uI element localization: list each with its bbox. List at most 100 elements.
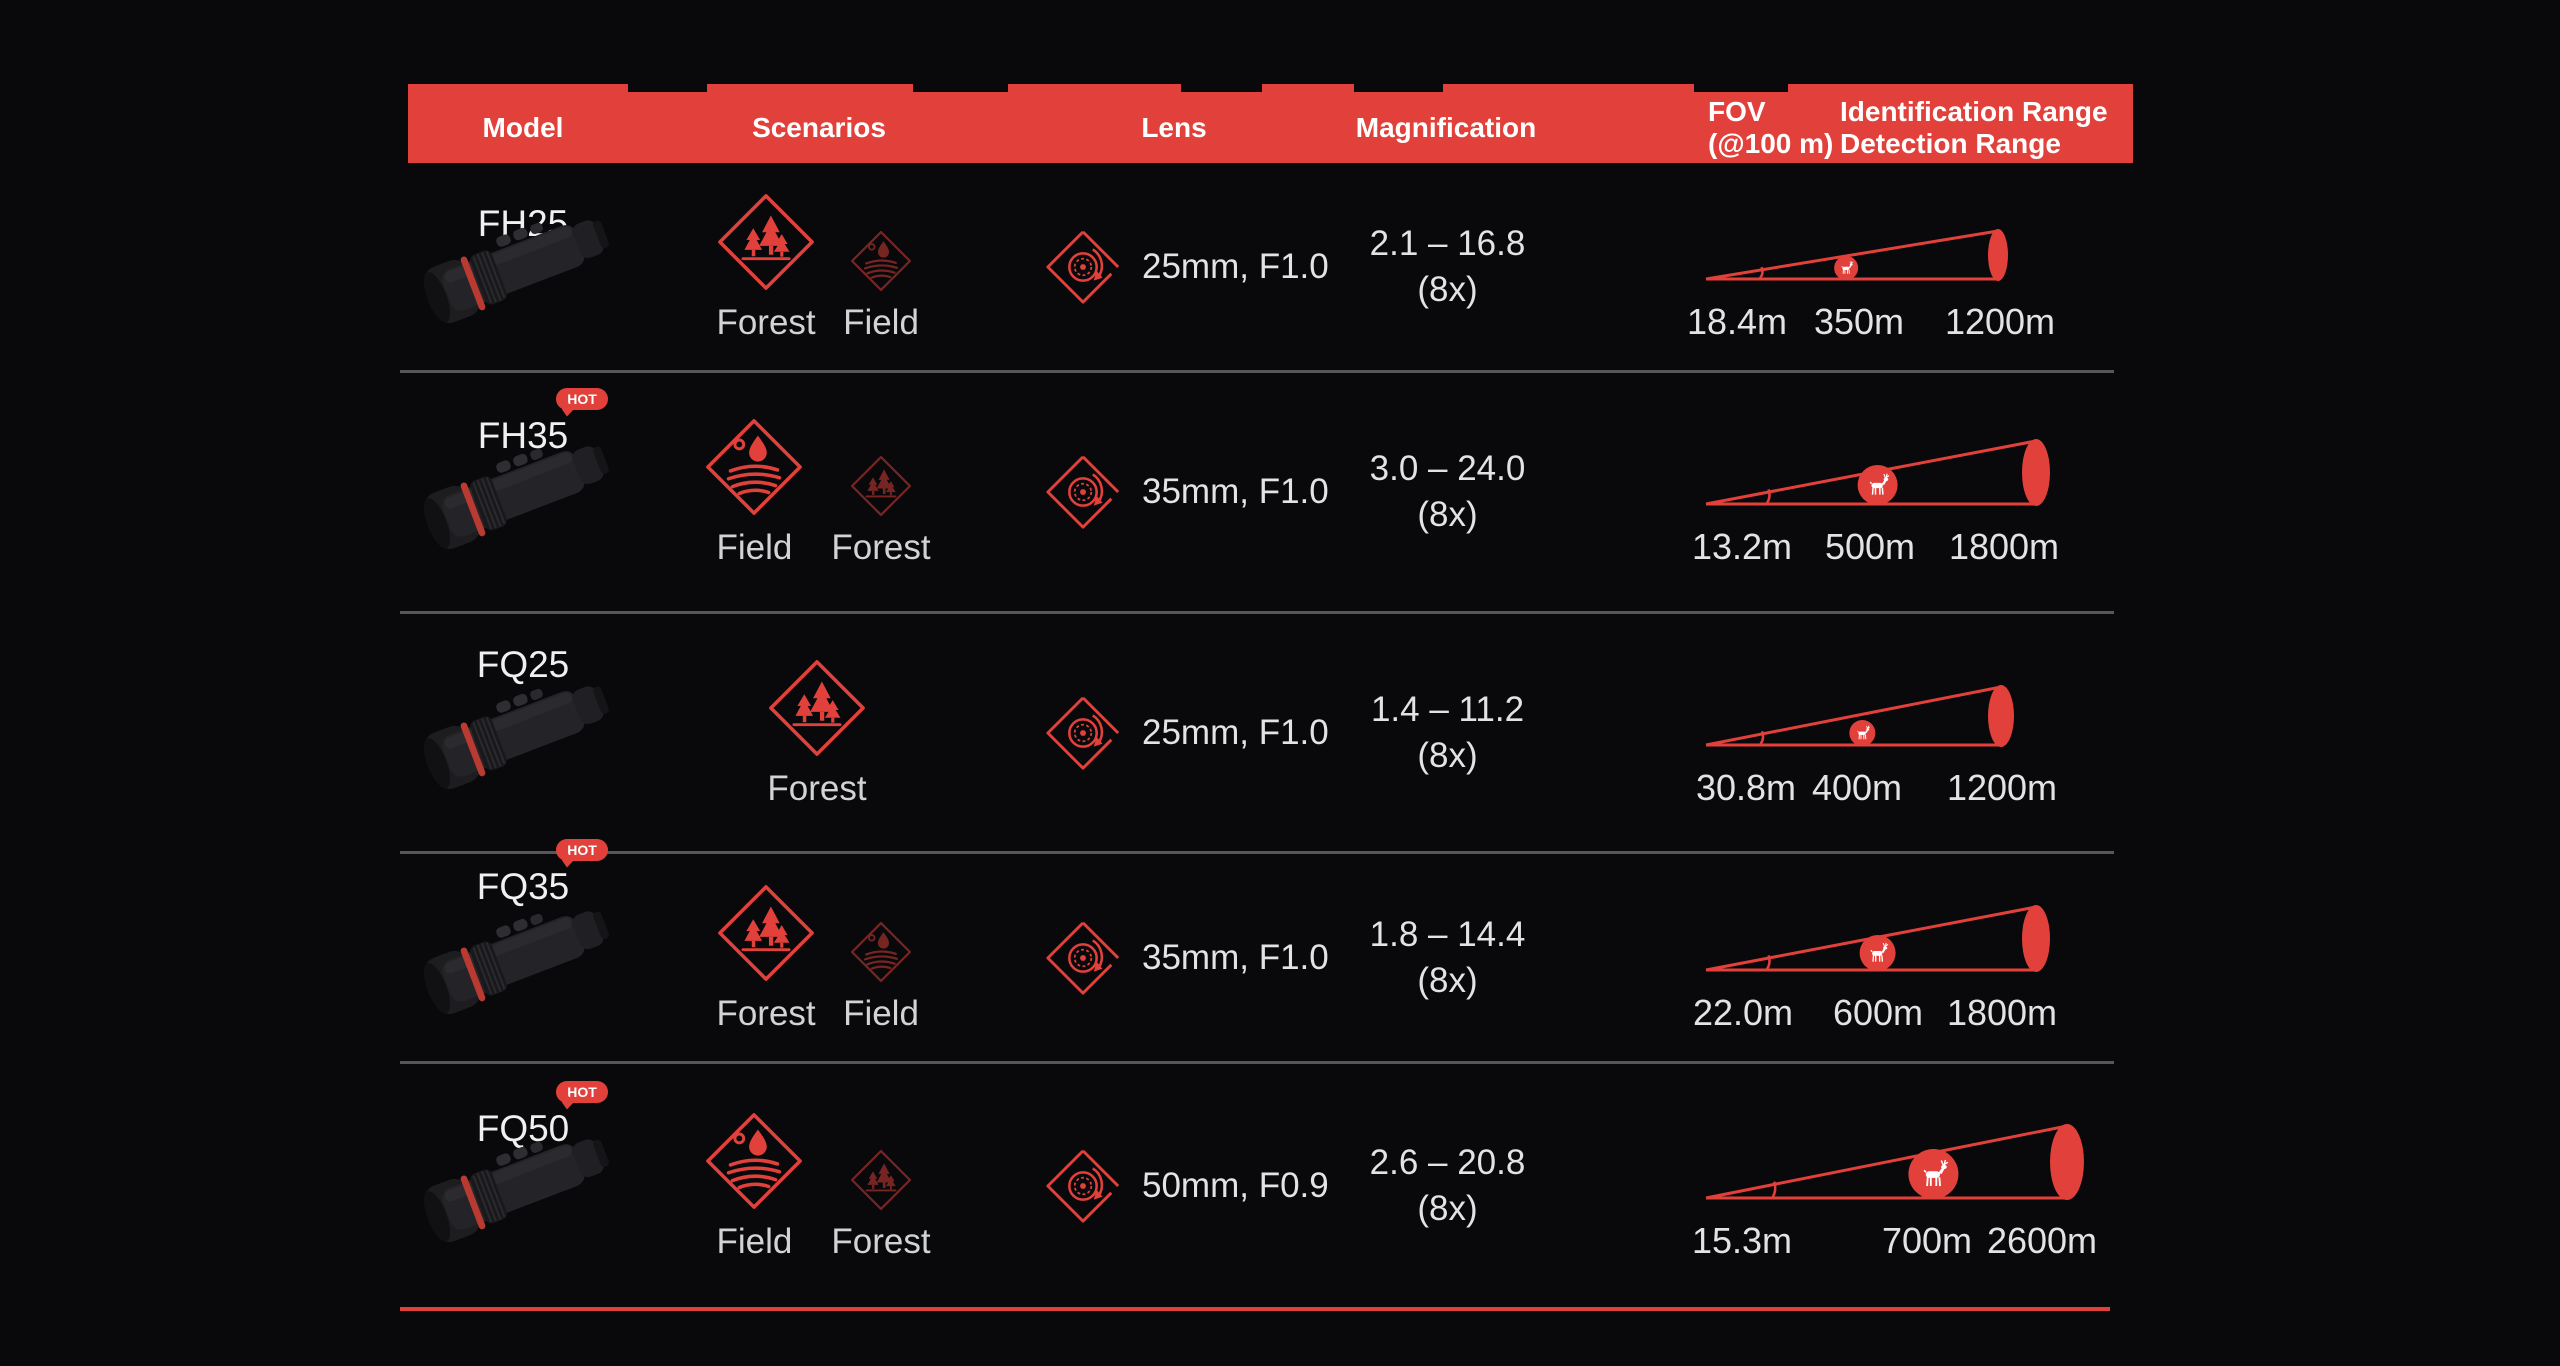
hot-badge: HOT <box>556 388 608 410</box>
scenario-forest: Forest <box>715 882 817 1034</box>
forest-icon <box>849 454 913 518</box>
scenario-field: Field <box>843 229 919 343</box>
scenario-label: Field <box>843 993 919 1033</box>
fov-cell: 15.3m 700m 2600m <box>1692 1064 2132 1307</box>
scenario-label: Field <box>843 302 919 342</box>
identification-range-value: 400m <box>1811 766 1903 808</box>
detection-range-value: 1200m <box>1946 766 2058 808</box>
detection-range-value: 1800m <box>1948 526 2060 567</box>
fov-cell: 18.4m 350m 1200m <box>1687 163 2132 370</box>
header-top-tabs <box>408 84 2133 93</box>
field-icon <box>703 1110 805 1212</box>
scenario-label: Forest <box>767 768 867 808</box>
digital-zoom: (8x) <box>1417 960 1478 1000</box>
model-name: FQ25 <box>476 644 570 685</box>
lens-icon <box>1042 917 1124 999</box>
thermal-monocular-image <box>417 886 617 1029</box>
identification-range-value: 500m <box>1824 526 1916 567</box>
forest-icon <box>849 1148 913 1212</box>
lens-icon <box>1042 226 1124 308</box>
fov-cone-figure <box>1705 228 2008 281</box>
table-header: Model Scenarios Lens Magnification FOV (… <box>408 92 2133 163</box>
column-header-fov: FOV (@100 m) <box>1708 95 1834 159</box>
fov-cone-figure <box>1705 904 2050 972</box>
magnification-cell: 2.1 – 16.8 (8x) <box>1330 163 1565 370</box>
forest-icon <box>766 657 868 759</box>
scenario-field: Field <box>703 416 805 568</box>
digital-zoom: (8x) <box>1417 1188 1478 1228</box>
scenarios-cell: Forest Field <box>652 854 982 1061</box>
magnification-range: 1.8 – 14.4 <box>1369 914 1526 954</box>
table-row-fh35: FH35 HOT Field Forest 35mm, F1.0 3.0 – 2… <box>0 373 2560 611</box>
product-image <box>412 854 622 1061</box>
thermal-monocular-image <box>417 195 617 338</box>
fov-value: 13.2m <box>1691 526 1793 567</box>
row-separator <box>400 851 2114 854</box>
table-row-fh25: FH25 Forest Field 25mm, F1.0 2.1 – 16.8 … <box>0 163 2560 370</box>
magnification-range: 2.1 – 16.8 <box>1369 223 1526 263</box>
digital-zoom: (8x) <box>1417 269 1478 309</box>
digital-zoom: (8x) <box>1417 495 1478 534</box>
lens-cell: 25mm, F1.0 <box>1042 614 1342 851</box>
lens-icon <box>1042 451 1124 533</box>
magnification-cell: 1.8 – 14.4 (8x) <box>1330 854 1565 1061</box>
model-name: FQ35 <box>476 866 570 907</box>
column-header-scenarios: Scenarios <box>752 111 886 143</box>
scenario-label: Forest <box>831 528 931 567</box>
scenario-forest: Forest <box>715 191 817 343</box>
forest-icon <box>715 882 817 984</box>
lens-cell: 35mm, F1.0 <box>1042 854 1342 1061</box>
scenario-label: Forest <box>716 302 816 342</box>
hot-badge: HOT <box>556 839 608 861</box>
fov-value: 15.3m <box>1691 1219 1793 1261</box>
column-header-magnification: Magnification <box>1355 111 1537 143</box>
scenario-forest: Forest <box>831 454 931 568</box>
row-separator <box>400 370 2114 373</box>
fov-cell: 22.0m 600m 1800m <box>1692 854 2132 1061</box>
fov-cone-figure <box>1705 1123 2084 1200</box>
identification-range-value: 700m <box>1881 1219 1973 1261</box>
digital-zoom: (8x) <box>1417 735 1478 775</box>
field-icon <box>703 416 805 518</box>
model-name: FH35 <box>477 415 569 456</box>
table-bottom-line <box>400 1307 2110 1311</box>
fov-cone-figure <box>1705 439 2050 506</box>
scenario-field: Field <box>843 920 919 1034</box>
thermal-monocular-image <box>417 1114 617 1257</box>
lens-value: 50mm, F0.9 <box>1142 1165 1329 1205</box>
forest-icon <box>715 191 817 293</box>
detection-range-value: 1200m <box>1944 300 2056 342</box>
lens-cell: 35mm, F1.0 <box>1042 373 1342 611</box>
magnification-cell: 3.0 – 24.0 (8x) <box>1330 373 1565 611</box>
detection-range-value: 1800m <box>1946 991 2058 1033</box>
table-row-fq35: FQ35 HOT Forest Field 35mm, F1.0 1.8 – 1… <box>0 839 2560 1061</box>
lens-value: 35mm, F1.0 <box>1142 472 1329 511</box>
lens-icon <box>1042 1145 1124 1227</box>
fov-value: 22.0m <box>1692 991 1794 1033</box>
scenarios-cell: Forest <box>652 614 982 851</box>
scenarios-cell: Field Forest <box>652 1064 982 1307</box>
scenarios-cell: Field Forest <box>652 373 982 611</box>
magnification-cell: 2.6 – 20.8 (8x) <box>1330 1064 1565 1307</box>
scenario-label: Forest <box>716 993 816 1033</box>
fov-value: 18.4m <box>1686 300 1788 342</box>
field-icon <box>849 229 913 293</box>
magnification-range: 2.6 – 20.8 <box>1369 1142 1526 1182</box>
lens-cell: 50mm, F0.9 <box>1042 1064 1342 1307</box>
thermal-monocular-image <box>417 421 617 564</box>
scenario-field: Field <box>703 1110 805 1262</box>
magnification-cell: 1.4 – 11.2 (8x) <box>1330 614 1565 851</box>
column-header-lens: Lens <box>1141 111 1207 143</box>
lens-icon <box>1042 692 1124 774</box>
hot-badge: HOT <box>556 1081 608 1103</box>
table-row-fq25: FQ25 Forest 25mm, F1.0 1.4 – 11.2 (8x) 3… <box>0 614 2560 851</box>
lens-cell: 25mm, F1.0 <box>1042 163 1342 370</box>
row-separator <box>400 611 2114 614</box>
lens-value: 25mm, F1.0 <box>1142 712 1329 752</box>
product-image <box>412 373 622 611</box>
product-image <box>412 1064 622 1307</box>
fov-value: 30.8m <box>1695 766 1797 808</box>
scenario-forest: Forest <box>766 657 868 809</box>
identification-range-value: 350m <box>1813 300 1905 342</box>
